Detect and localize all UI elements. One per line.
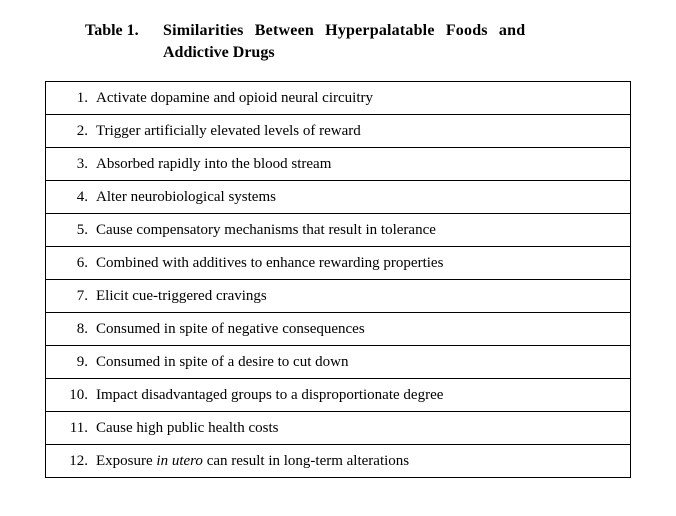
row-text: Absorbed rapidly into the blood stream: [96, 156, 331, 172]
table-row: 1. Activate dopamine and opioid neural ci…: [46, 82, 631, 115]
row-number: 4.: [62, 189, 88, 206]
table-row: 3. Absorbed rapidly into the blood stream: [46, 148, 631, 181]
row-number: 3.: [62, 156, 88, 173]
table-row: 8. Consumed in spite of negative conseque…: [46, 313, 631, 346]
table-row: 2. Trigger artificially elevated levels o…: [46, 115, 631, 148]
row-number: 5.: [62, 222, 88, 239]
table-row: 5. Cause compensatory mechanisms that res…: [46, 214, 631, 247]
table-cell: 4. Alter neurobiological systems: [46, 181, 631, 214]
table-row: 7. Elicit cue-triggered cravings: [46, 280, 631, 313]
row-number: 2.: [62, 123, 88, 140]
row-text: Consumed in spite of a desire to cut dow…: [96, 354, 348, 370]
row-number: 6.: [62, 255, 88, 272]
table-caption: Table 1.Similarities Between Hyperpalata…: [85, 20, 631, 63]
caption-label: Table 1.: [85, 20, 163, 42]
row-number: 12.: [62, 453, 88, 470]
table-cell: 2. Trigger artificially elevated levels o…: [46, 115, 631, 148]
table-row: 6. Combined with additives to enhance rew…: [46, 247, 631, 280]
table-cell: 3. Absorbed rapidly into the blood stream: [46, 148, 631, 181]
row-text: Impact disadvantaged groups to a disprop…: [96, 387, 443, 403]
table-row: 12. Exposure in utero can result in long-…: [46, 445, 631, 478]
row-text: Cause high public health costs: [96, 420, 278, 436]
table-cell: 7. Elicit cue-triggered cravings: [46, 280, 631, 313]
row-text: Elicit cue-triggered cravings: [96, 288, 267, 304]
page: Table 1.Similarities Between Hyperpalata…: [0, 0, 676, 498]
row-number: 11.: [62, 420, 88, 437]
table-cell: 9. Consumed in spite of a desire to cut d…: [46, 346, 631, 379]
row-text: Activate dopamine and opioid neural circ…: [96, 90, 373, 106]
table-cell: 1. Activate dopamine and opioid neural ci…: [46, 82, 631, 115]
row-number: 9.: [62, 354, 88, 371]
table-cell: 5. Cause compensatory mechanisms that res…: [46, 214, 631, 247]
caption-title-line2: Addictive Drugs: [163, 42, 631, 64]
table-row: 4. Alter neurobiological systems: [46, 181, 631, 214]
table-row: 11. Cause high public health costs: [46, 412, 631, 445]
row-text: Trigger artificially elevated levels of …: [96, 123, 361, 139]
table-cell: 10. Impact disadvantaged groups to a disp…: [46, 379, 631, 412]
row-text: Consumed in spite of negative consequenc…: [96, 321, 365, 337]
row-number: 1.: [62, 90, 88, 107]
row-text: Cause compensatory mechanisms that resul…: [96, 222, 436, 238]
table-cell: 11. Cause high public health costs: [46, 412, 631, 445]
table-cell: 8. Consumed in spite of negative conseque…: [46, 313, 631, 346]
row-number: 8.: [62, 321, 88, 338]
similarities-table: 1. Activate dopamine and opioid neural ci…: [45, 81, 631, 478]
row-number: 7.: [62, 288, 88, 305]
table-cell: 12. Exposure in utero can result in long-…: [46, 445, 631, 478]
table-cell: 6. Combined with additives to enhance rew…: [46, 247, 631, 280]
table-row: 10. Impact disadvantaged groups to a disp…: [46, 379, 631, 412]
row-text: Combined with additives to enhance rewar…: [96, 255, 443, 271]
table-row: 9. Consumed in spite of a desire to cut d…: [46, 346, 631, 379]
caption-title-line1: Similarities Between Hyperpalatable Food…: [163, 22, 525, 39]
row-text: Alter neurobiological systems: [96, 189, 276, 205]
row-number: 10.: [62, 387, 88, 404]
row-text: Exposure in utero can result in long-ter…: [96, 453, 409, 469]
table-body: 1. Activate dopamine and opioid neural ci…: [46, 82, 631, 478]
